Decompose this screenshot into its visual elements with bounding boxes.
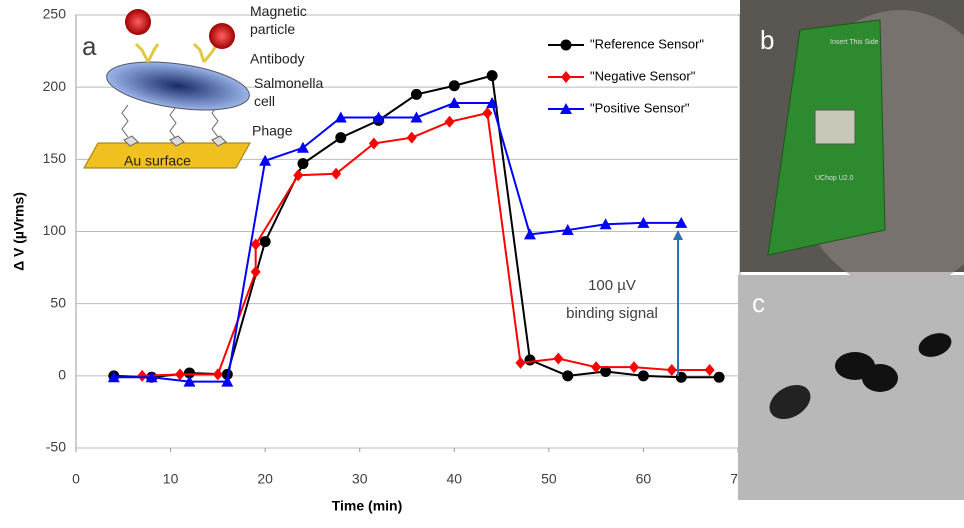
legend-label: "Negative Sensor" [590,68,696,83]
panel-label: c [752,288,765,318]
point [591,361,602,374]
point [331,167,342,180]
legend-label: "Positive Sensor" [590,100,690,115]
point [524,354,536,366]
antibody [134,42,218,63]
x-tick-label: 10 [163,471,179,487]
series-line [113,102,682,383]
point [175,368,186,381]
legend-marker [560,39,572,51]
y-tick-label: 50 [50,294,66,310]
point [515,356,526,369]
schematic-inset: a Magnetic particle Antibody Salmonella cell… [82,3,323,169]
bacterium [918,333,952,357]
point [600,366,612,378]
inset-label: Au surface [124,153,191,169]
phage-head [211,135,227,147]
point [410,111,423,123]
phage-head [123,135,139,147]
inset-label: Antibody [250,51,304,67]
inset-label: Salmonella cell [254,75,323,109]
y-tick-label: 100 [43,222,67,238]
point [482,107,493,120]
bacterium [769,384,811,420]
point [444,115,455,128]
x-tick-label: 20 [257,471,273,487]
point [553,352,564,365]
point [297,158,309,170]
inset-label: Phage [252,123,293,139]
y-tick-label: 200 [43,78,67,94]
point [259,236,271,248]
x-tick-label: 60 [636,471,652,487]
point [448,80,460,92]
au-surface [83,142,251,169]
magnetic-particle [125,9,151,35]
magnetic-particle [209,23,235,49]
panel-label: a [82,31,97,61]
point [523,228,536,240]
y-tick-label: 0 [58,367,66,383]
point [250,265,261,278]
inset-label: Magnetic particle [250,3,307,37]
phage-tails [121,104,219,140]
point [145,371,158,383]
point [561,224,574,236]
point [221,375,234,387]
photo-c [738,275,964,500]
x-tick-label: 50 [541,471,557,487]
y-axis-label: Δ V (µVrms) [11,192,27,271]
point [259,154,272,166]
legend-marker [561,71,571,83]
point [221,368,233,380]
annotation: 100 µV [588,277,636,294]
x-tick-label: 30 [352,471,368,487]
signal-arrowhead [673,230,683,240]
point [637,216,650,228]
point [666,364,677,377]
point [183,375,196,387]
x-tick-label: 40 [446,471,462,487]
point [713,371,725,383]
point [212,368,223,381]
point [183,367,195,379]
point [334,111,347,123]
point [293,169,304,182]
chip-text: Insert This Side [830,39,879,46]
point [372,111,385,123]
panel-label: b [760,25,774,55]
annotation: binding signal [566,305,658,322]
point [486,70,498,82]
legend-label: "Reference Sensor" [590,36,704,51]
photos: Insert This Side UChop U2.0 b c [738,0,964,500]
point [250,238,261,251]
point [368,137,379,150]
x-tick-label: 0 [72,471,80,487]
chip-text: UChop U2.0 [815,175,854,182]
point [704,364,715,377]
point [335,132,347,144]
sensor [814,109,856,145]
salmonella-cell [106,61,250,111]
phage-head [169,135,185,147]
y-tick-label: 250 [43,6,67,22]
x-axis-label: Time (min) [332,498,403,514]
bacterium [862,364,898,392]
point [137,369,148,382]
point [406,131,417,144]
point [448,97,461,109]
legend-marker [560,103,572,114]
y-tick-label: -50 [46,439,66,455]
y-tick-label: 150 [43,150,67,166]
point [410,88,422,100]
point [296,141,309,153]
point [675,216,688,228]
point [637,370,649,382]
point [562,370,574,382]
point [486,97,499,109]
point [599,218,612,230]
point [107,371,120,383]
point [628,361,639,374]
